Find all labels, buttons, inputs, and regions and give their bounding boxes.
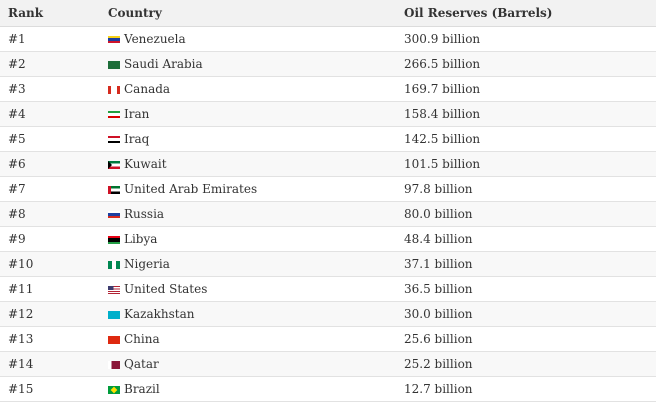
rank-cell: #1 [8, 31, 26, 46]
country-name: Iraq [124, 131, 150, 146]
oil-reserves-cell: 169.7 billion [404, 81, 481, 96]
table-row: #4 Iran 158.4 billion [0, 101, 656, 126]
country-cell: Iran [100, 101, 396, 126]
country-name: United States [124, 281, 208, 296]
kazakhstan-flag-icon [108, 310, 120, 319]
table-row: #1 Venezuela 300.9 billion [0, 26, 656, 51]
table-row: #3 Canada 169.7 billion [0, 76, 656, 101]
oil-reserves-cell: 300.9 billion [404, 31, 481, 46]
oil-reserves-cell: 25.6 billion [404, 331, 473, 346]
country-name: China [124, 331, 160, 346]
table-row: #14 Qatar 25.2 billion [0, 351, 656, 376]
table-header-row: Rank Country Oil Reserves (Barrels) [0, 0, 656, 26]
country-name: Nigeria [124, 256, 170, 271]
country-cell: Nigeria [100, 251, 396, 276]
table-row: #5 Iraq 142.5 billion [0, 126, 656, 151]
country-cell: Saudi Arabia [100, 51, 396, 76]
rank-cell: #13 [8, 331, 34, 346]
table-row: #13 China 25.6 billion [0, 326, 656, 351]
country-name: Saudi Arabia [124, 56, 203, 71]
country-name: Iran [124, 106, 150, 121]
oil-reserves-cell: 36.5 billion [404, 281, 473, 296]
libya-flag-icon [108, 235, 120, 244]
country-name: Qatar [124, 356, 159, 371]
country-name: Russia [124, 206, 165, 221]
china-flag-icon [108, 335, 120, 344]
oil-reserves-cell: 101.5 billion [404, 156, 481, 171]
rank-cell: #9 [8, 231, 26, 246]
nigeria-flag-icon [108, 260, 120, 269]
rank-cell: #12 [8, 306, 34, 321]
country-cell: Iraq [100, 126, 396, 151]
oil-reserves-cell: 30.0 billion [404, 306, 473, 321]
brazil-flag-icon [108, 385, 120, 394]
saudi-arabia-flag-icon [108, 60, 120, 69]
oil-reserves-cell: 266.5 billion [404, 56, 481, 71]
table-row: #10 Nigeria 37.1 billion [0, 251, 656, 276]
rank-cell: #15 [8, 381, 34, 396]
country-name: Brazil [124, 381, 160, 396]
country-name: Libya [124, 231, 158, 246]
rank-cell: #11 [8, 281, 34, 296]
venezuela-flag-icon [108, 35, 120, 44]
oil-reserves-cell: 97.8 billion [404, 181, 473, 196]
uae-flag-icon [108, 185, 120, 194]
canada-flag-icon [108, 85, 120, 94]
table-row: #8 Russia 80.0 billion [0, 201, 656, 226]
table-row: #6 Kuwait 101.5 billion [0, 151, 656, 176]
table-row: #15 Brazil 12.7 billion [0, 376, 656, 401]
iraq-flag-icon [108, 135, 120, 144]
country-cell: Russia [100, 201, 396, 226]
rank-cell: #2 [8, 56, 26, 71]
country-name: Venezuela [124, 31, 186, 46]
country-cell: Kuwait [100, 151, 396, 176]
country-cell: United States [100, 276, 396, 301]
country-cell: United Arab Emirates [100, 176, 396, 201]
iran-flag-icon [108, 110, 120, 119]
rank-cell: #7 [8, 181, 26, 196]
kuwait-flag-icon [108, 160, 120, 169]
country-name: Canada [124, 81, 171, 96]
rank-cell: #10 [8, 256, 34, 271]
country-cell: Qatar [100, 351, 396, 376]
oil-reserves-cell: 12.7 billion [404, 381, 473, 396]
rank-cell: #4 [8, 106, 26, 121]
oil-reserves-table: Rank Country Oil Reserves (Barrels) #1 Ve… [0, 0, 656, 401]
oil-reserves-column-header[interactable]: Oil Reserves (Barrels) [404, 5, 553, 20]
country-cell: Canada [100, 76, 396, 101]
table-row: #2 Saudi Arabia 266.5 billion [0, 51, 656, 76]
oil-reserves-cell: 80.0 billion [404, 206, 473, 221]
oil-reserves-cell: 37.1 billion [404, 256, 473, 271]
table-row: #12 Kazakhstan 30.0 billion [0, 301, 656, 326]
qatar-flag-icon [108, 360, 120, 369]
country-cell: China [100, 326, 396, 351]
country-name: Kazakhstan [124, 306, 195, 321]
rank-cell: #8 [8, 206, 26, 221]
usa-flag-icon [108, 285, 120, 294]
country-cell: Kazakhstan [100, 301, 396, 326]
country-name: Kuwait [124, 156, 167, 171]
table-row: #11 United States 36.5 billion [0, 276, 656, 301]
oil-reserves-cell: 142.5 billion [404, 131, 481, 146]
table-row: #9 Libya 48.4 billion [0, 226, 656, 251]
rank-cell: #5 [8, 131, 26, 146]
rank-cell: #6 [8, 156, 26, 171]
table-row: #7 United Arab Emirates 97.8 billion [0, 176, 656, 201]
country-cell: Brazil [100, 376, 396, 401]
oil-reserves-cell: 25.2 billion [404, 356, 473, 371]
country-cell: Venezuela [100, 26, 396, 51]
rank-cell: #14 [8, 356, 34, 371]
russia-flag-icon [108, 210, 120, 219]
country-name: United Arab Emirates [124, 181, 258, 196]
country-cell: Libya [100, 226, 396, 251]
rank-column-header[interactable]: Rank [8, 5, 44, 20]
country-column-header[interactable]: Country [108, 5, 162, 20]
oil-reserves-cell: 158.4 billion [404, 106, 481, 121]
oil-reserves-cell: 48.4 billion [404, 231, 473, 246]
rank-cell: #3 [8, 81, 26, 96]
